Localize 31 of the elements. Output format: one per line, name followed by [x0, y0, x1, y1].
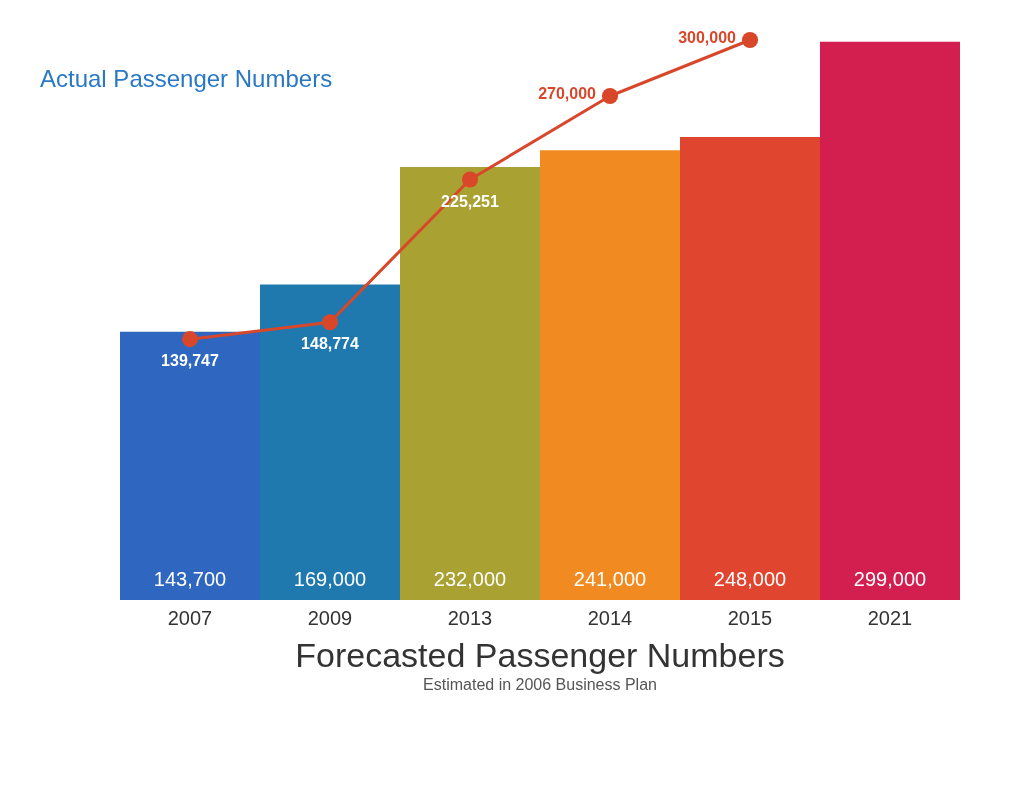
data-label: 248,000 [713, 568, 787, 590]
bar [540, 150, 680, 600]
data-label: 299,000 [853, 568, 927, 590]
data-label: 232,000 [433, 568, 507, 590]
x-tick-label: 2009 [307, 606, 353, 629]
x-tick-label: 2013 [447, 606, 493, 629]
text: Estimated in 2006 Business Plan [423, 676, 657, 693]
bar [260, 284, 400, 600]
data-label: 143,700 [153, 568, 227, 590]
point [181, 331, 199, 348]
x-tick-label: 2021 [867, 606, 913, 629]
x-tick-label: 2014 [587, 606, 633, 629]
point [321, 314, 339, 331]
point [601, 87, 619, 105]
bar [820, 41, 960, 600]
point [461, 171, 479, 188]
bar [680, 137, 820, 600]
data-label: 225,251 [441, 192, 500, 210]
data-label: 241,000 [573, 568, 647, 590]
x-tick-label: 2015 [727, 606, 773, 629]
text: Forecasted Passenger Numbers [295, 636, 785, 674]
data-label: 300,000 [678, 29, 737, 46]
x-tick-label: 2007 [167, 606, 213, 629]
bar [120, 331, 260, 600]
point [741, 31, 759, 49]
data-label: 148,774 [301, 335, 360, 353]
bar [400, 166, 540, 600]
data-label: 139,747 [161, 352, 220, 370]
text: Actual Passenger Numbers [40, 65, 333, 92]
data-label: 270,000 [538, 85, 597, 102]
data-label: 169,000 [293, 568, 367, 590]
